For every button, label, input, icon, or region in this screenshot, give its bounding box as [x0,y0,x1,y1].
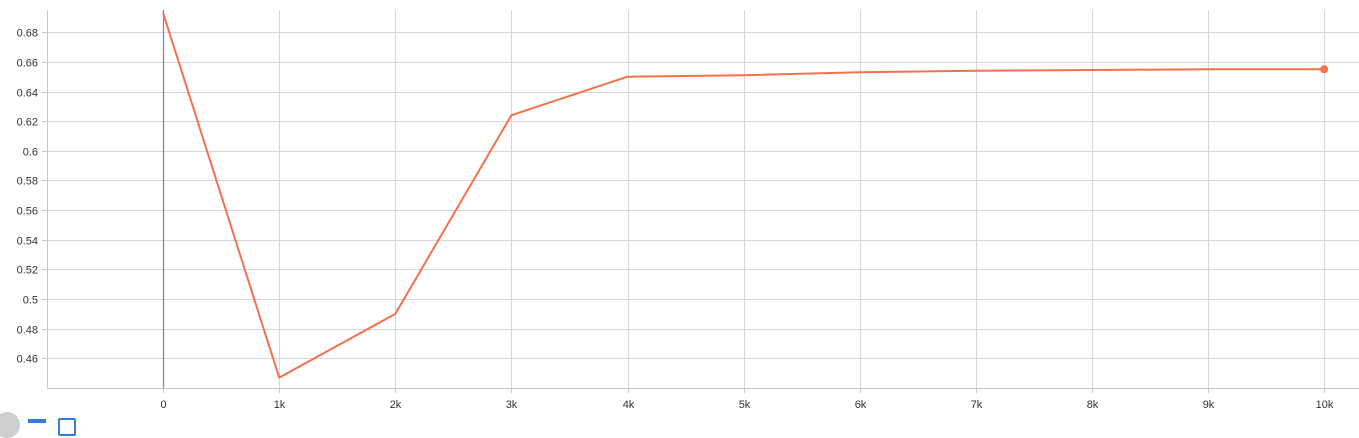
y-tick-label: 0.52 [17,265,38,277]
x-tick-label: 4k [623,399,635,410]
expand-icon[interactable] [58,418,76,436]
y-tick-label: 0.62 [17,117,38,129]
y-tick-label: 0.56 [17,206,38,218]
x-tick-label: 6k [855,399,867,410]
x-tick-label: 5k [739,399,751,410]
y-tick-label: 0.46 [17,354,38,366]
fit-domain-icon[interactable] [0,412,20,438]
line-chart: 0.46 0.48 0.5 0.52 0.54 0.56 0.58 0.6 0.62 0.64 0.… [17,10,1359,411]
x-tick-label: 10k [1316,399,1334,410]
tick-label-layer: 0.46 0.48 0.5 0.52 0.54 0.56 0.58 0.6 0.62 0.64 0.… [17,28,1334,411]
x-tick-label: 0 [160,399,166,410]
y-tick-label: 0.64 [17,88,38,100]
x-tick-label: 1k [274,399,286,410]
y-tick-label: 0.58 [17,176,38,188]
y-tick-label: 0.6 [23,147,38,159]
axis-layer [42,10,1359,393]
series-endpoint [1320,65,1329,74]
x-tick-label: 8k [1087,399,1099,410]
y-tick-label: 0.54 [17,236,38,248]
series-line [162,12,1325,379]
x-tick-label: 2k [390,399,402,410]
x-tick-label: 9k [1203,399,1215,410]
y-tick-label: 0.66 [17,58,38,70]
series-layer [162,12,1329,379]
grid-layer [47,10,1359,388]
y-tick-label: 0.68 [17,28,38,40]
y-tick-label: 0.48 [17,325,38,337]
y-tick-label: 0.5 [23,295,38,307]
chart-controls [0,410,120,438]
x-tick-label: 7k [971,399,983,410]
log-scale-icon[interactable] [28,419,46,423]
x-tick-label: 3k [506,399,518,410]
